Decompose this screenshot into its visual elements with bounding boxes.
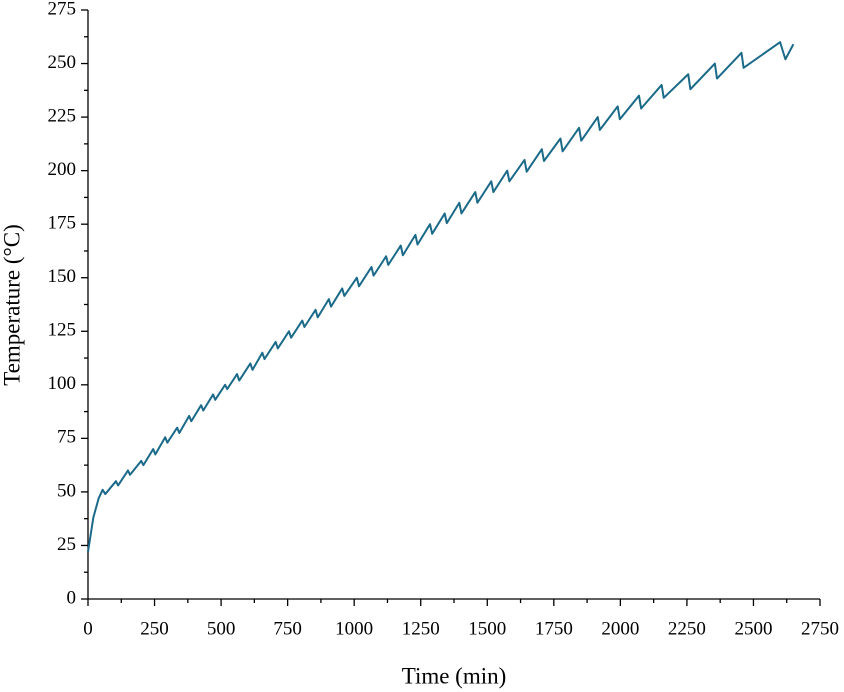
x-tick-label: 0 — [83, 618, 93, 639]
y-tick-label: 75 — [57, 427, 76, 448]
y-tick-label: 0 — [67, 587, 77, 608]
y-tick-label: 175 — [48, 213, 77, 234]
y-tick-label: 50 — [57, 480, 76, 501]
x-tick-label: 2500 — [734, 618, 772, 639]
x-tick-label: 2750 — [801, 618, 839, 639]
data-line — [87, 41, 795, 553]
x-axis-label: Time (min) — [402, 663, 507, 688]
y-tick-label: 125 — [48, 320, 77, 341]
y-tick-label: 150 — [48, 266, 77, 287]
x-tick-label: 500 — [207, 618, 236, 639]
y-tick-label: 250 — [48, 52, 77, 73]
x-tick-label: 1250 — [402, 618, 440, 639]
x-tick-label: 2250 — [668, 618, 706, 639]
y-tick-label: 275 — [48, 0, 77, 19]
y-axis-label: Temperature (°C) — [0, 224, 24, 385]
x-tick-label: 1500 — [468, 618, 506, 639]
x-tick-label: 1000 — [335, 618, 373, 639]
x-tick-label: 250 — [140, 618, 169, 639]
y-tick-label: 200 — [48, 159, 77, 180]
y-tick-label: 100 — [48, 373, 77, 394]
x-tick-label: 750 — [273, 618, 302, 639]
y-tick-label: 25 — [57, 534, 76, 555]
x-tick-label: 2000 — [601, 618, 639, 639]
x-tick-label: 1750 — [535, 618, 573, 639]
y-tick-label: 225 — [48, 105, 77, 126]
